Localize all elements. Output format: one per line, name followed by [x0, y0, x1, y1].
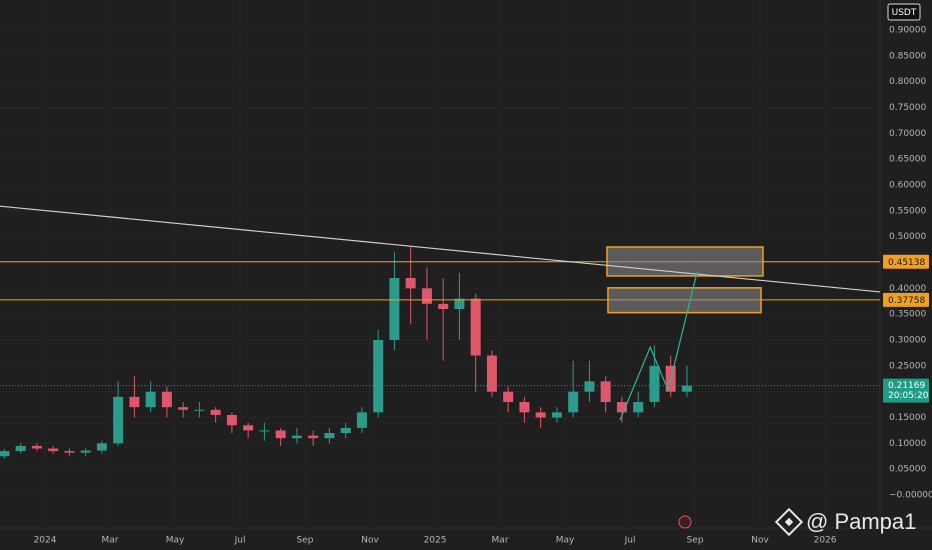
zone-box: [607, 287, 762, 314]
candle-body: [373, 340, 384, 413]
x-tick-label: 2024: [34, 536, 57, 546]
x-tick-label: Nov: [361, 536, 379, 546]
x-tick-label: May: [556, 536, 575, 546]
candle-body: [145, 391, 156, 408]
candle-body: [324, 433, 335, 439]
y-tick-label: 0.30000: [889, 336, 926, 346]
trendline: [0, 205, 881, 293]
candle-body: [633, 402, 644, 413]
candle-body: [356, 412, 367, 428]
candle-body: [454, 298, 465, 310]
x-tick-label: Sep: [687, 536, 704, 546]
plot: [0, 205, 881, 459]
x-tick-label: Mar: [492, 536, 509, 546]
candle-body: [568, 391, 579, 413]
candle-body: [15, 445, 26, 452]
candle-body: [80, 450, 91, 453]
x-tick-label: Jul: [624, 536, 636, 546]
level-label-box: [883, 254, 929, 269]
candle-body: [503, 391, 514, 403]
candle-body: [438, 303, 449, 310]
candle-body: [210, 409, 221, 415]
candle-body: [113, 396, 124, 444]
level-label: 0.45138: [888, 258, 925, 268]
x-tick-label: Nov: [751, 536, 769, 546]
projection-line: [619, 272, 698, 421]
candle-body: [31, 445, 42, 449]
zone-box: [606, 246, 764, 277]
y-tick-label: 0.60000: [889, 180, 926, 190]
y-tick-label: 0.70000: [889, 129, 926, 139]
grid: [0, 0, 880, 525]
currency: USDT: [892, 8, 917, 18]
candle-body: [649, 365, 660, 403]
candle-body: [389, 278, 400, 341]
x-tick-label: May: [166, 536, 185, 546]
candle-body: [226, 414, 237, 426]
candle-body: [486, 355, 497, 392]
candle-body: [0, 451, 10, 457]
candle-body: [129, 396, 140, 408]
candle-body: [535, 412, 546, 418]
x-tick-label: Mar: [102, 536, 119, 546]
candle-body: [600, 381, 611, 403]
last-price-label: 0.21169: [888, 381, 925, 391]
y-tick-label: 0.05000: [889, 465, 926, 475]
x-tick-label: Sep: [297, 536, 314, 546]
candle-body: [275, 430, 286, 439]
y-tick-label: 0.75000: [889, 103, 926, 113]
y-tick-label: 0.55000: [889, 206, 926, 216]
candle-body: [178, 407, 189, 410]
candle-body: [616, 402, 627, 413]
y-tick-label: 0.15000: [889, 413, 926, 423]
axes: −0.000000.050000.100000.150000.200000.25…: [34, 25, 932, 545]
candle-body: [340, 427, 351, 434]
level-label: 0.37758: [888, 296, 925, 306]
candle-body: [48, 448, 59, 452]
candle-body: [681, 385, 692, 392]
candle-body: [161, 391, 172, 408]
y-tick-label: 0.80000: [889, 77, 926, 87]
candle-body: [551, 412, 562, 418]
y-tick-label: 0.65000: [889, 155, 926, 165]
level-label-box: [883, 292, 929, 307]
y-tick-label: 0.40000: [889, 284, 926, 294]
y-tick-label: 0.85000: [889, 51, 926, 61]
candle-body: [243, 425, 254, 431]
candle-body: [259, 430, 270, 432]
candle-body: [470, 298, 481, 356]
x-tick-label: 2026: [814, 536, 837, 546]
last-price-box: [883, 378, 929, 403]
currency-box: [887, 3, 921, 21]
x-tick-label: Jul: [234, 536, 246, 546]
y-tick-label: −0.00000: [889, 491, 932, 501]
candle-body: [584, 381, 595, 392]
candle-body: [519, 402, 530, 413]
y-tick-label: 0.10000: [889, 439, 926, 449]
candle-body: [405, 278, 416, 289]
candle-body: [308, 435, 319, 439]
candle-body: [96, 443, 107, 451]
candle-body: [291, 435, 302, 439]
x-tick-label: 2025: [424, 536, 447, 546]
candle-body: [64, 451, 75, 453]
y-tick-label: 0.50000: [889, 232, 926, 242]
y-tick-label: 0.35000: [889, 310, 926, 320]
alert-icon: [678, 515, 692, 529]
candle-body: [421, 288, 432, 304]
countdown-label: 20:05:20: [888, 391, 929, 401]
watermark: @ Pampa1: [806, 509, 916, 534]
candle-body: [194, 409, 205, 411]
y-tick-label: 0.90000: [889, 25, 926, 35]
y-tick-label: 0.25000: [889, 361, 926, 371]
